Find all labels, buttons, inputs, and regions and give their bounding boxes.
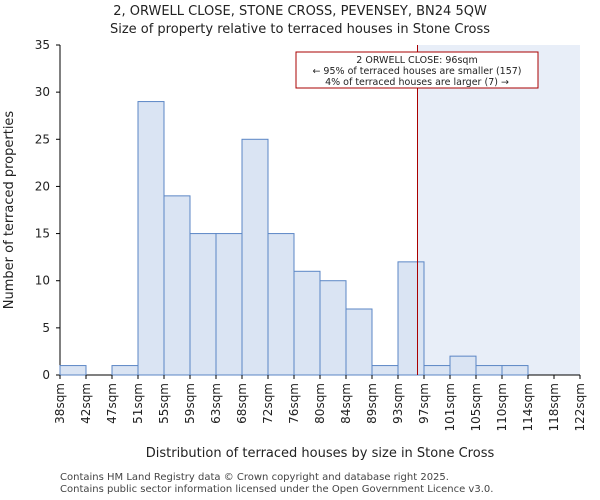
bar — [137, 101, 165, 376]
bar — [397, 261, 425, 376]
bar — [241, 138, 269, 376]
annotation-text-2: ← 95% of terraced houses are smaller (15… — [312, 66, 521, 77]
bar — [163, 195, 191, 376]
bar — [423, 365, 451, 376]
y-tick-label: 30 — [35, 85, 50, 99]
x-tick-label: 101sqm — [443, 383, 457, 431]
bar — [345, 308, 373, 376]
x-tick-label: 89sqm — [365, 383, 379, 424]
x-tick-label: 105sqm — [469, 383, 483, 431]
y-tick-label: 5 — [42, 321, 50, 335]
x-tick-label: 114sqm — [521, 383, 535, 431]
y-tick-label: 20 — [35, 179, 50, 193]
x-tick-label: 122sqm — [573, 383, 587, 431]
annotation-text-3: 4% of terraced houses are larger (7) → — [325, 77, 509, 88]
y-tick-label: 15 — [35, 227, 50, 241]
larger-region-highlight — [417, 45, 580, 375]
x-tick-label: 97sqm — [417, 383, 431, 424]
x-tick-label: 93sqm — [391, 383, 405, 424]
y-tick-label: 10 — [35, 274, 50, 288]
x-tick-label: 72sqm — [261, 383, 275, 424]
y-tick-label: 35 — [35, 38, 50, 52]
bar — [449, 355, 477, 376]
x-tick-label: 118sqm — [547, 383, 561, 431]
chart-title: 2, ORWELL CLOSE, STONE CROSS, PEVENSEY, … — [113, 4, 487, 19]
bar — [475, 365, 503, 376]
x-tick-label: 80sqm — [313, 383, 327, 424]
x-axis-title: Distribution of terraced houses by size … — [146, 446, 495, 461]
x-tick-label: 76sqm — [287, 383, 301, 424]
x-tick-label: 47sqm — [105, 383, 119, 424]
x-tick-label: 84sqm — [339, 383, 353, 424]
x-tick-label: 110sqm — [495, 383, 509, 431]
bar — [319, 280, 347, 376]
x-tick-label: 42sqm — [79, 383, 93, 424]
annotation-box — [295, 51, 539, 89]
bar — [215, 233, 243, 376]
y-tick-label: 25 — [35, 132, 50, 146]
bar-chart: 0 5 10 15 20 25 30 35 38sqm 42sqm 47sqm 51sqm 55sqm 5… — [2, 38, 587, 461]
footer-copyright: Contains HM Land Registry data © Crown c… — [60, 472, 449, 483]
bar — [59, 365, 87, 376]
y-axis-title: Number of terraced properties — [2, 111, 17, 310]
x-tick-label: 55sqm — [157, 383, 171, 424]
bar — [189, 233, 217, 376]
x-tick-label: 63sqm — [209, 383, 223, 424]
x-tick-label: 51sqm — [131, 383, 145, 424]
x-tick-label: 59sqm — [183, 383, 197, 424]
bar — [501, 365, 529, 376]
chart-subtitle: Size of property relative to terraced ho… — [109, 22, 491, 37]
x-tick-label: 68sqm — [235, 383, 249, 424]
annotation-text-1: 2 ORWELL CLOSE: 96sqm — [356, 55, 477, 66]
bar — [267, 233, 295, 376]
x-tick-label: 38sqm — [53, 383, 67, 424]
y-tick-label: 0 — [42, 368, 50, 382]
bar — [371, 365, 399, 376]
bar — [111, 365, 139, 376]
footer-licence: Contains public sector information licen… — [60, 484, 494, 495]
bar — [293, 270, 321, 376]
